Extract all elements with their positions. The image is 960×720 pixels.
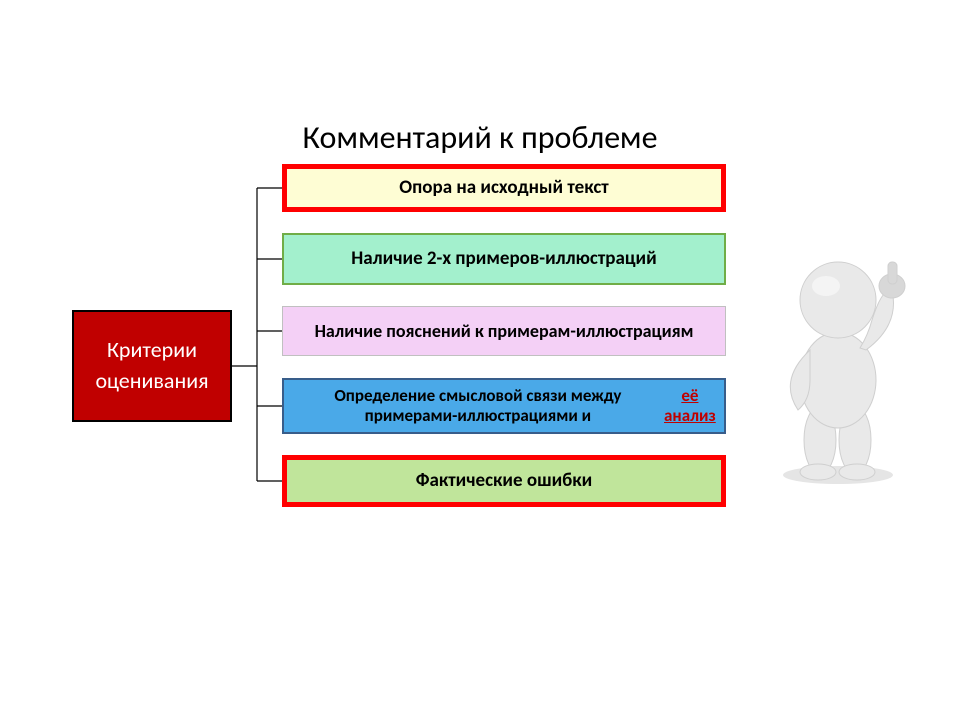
item-text-2: Наличие 2-х примеров-иллюстраций bbox=[351, 248, 656, 270]
thumbs-up-figure-icon bbox=[760, 230, 915, 485]
root-line1: Критерии bbox=[107, 335, 197, 366]
item-box-5: Фактические ошибки bbox=[282, 455, 726, 507]
item-box-3: Наличие пояснений к примерам-иллюстрация… bbox=[282, 306, 726, 356]
item-text-4-main: Определение смысловой связи между пример… bbox=[292, 386, 664, 425]
item-box-1: Опора на исходный текст bbox=[282, 164, 726, 212]
item-text-5: Фактические ошибки bbox=[416, 470, 593, 492]
root-line2: оценивания bbox=[95, 366, 208, 397]
slide-title: Комментарий к проблеме bbox=[0, 118, 960, 157]
item-text-4-highlight: её анализ bbox=[664, 386, 716, 425]
item-text-3: Наличие пояснений к примерам-иллюстрация… bbox=[315, 321, 694, 342]
item-box-2: Наличие 2-х примеров-иллюстраций bbox=[282, 233, 726, 285]
item-text-1: Опора на исходный текст bbox=[399, 177, 608, 199]
item-box-4: Определение смысловой связи между пример… bbox=[282, 378, 726, 434]
root-criteria-box: Критерии оценивания bbox=[72, 310, 232, 422]
